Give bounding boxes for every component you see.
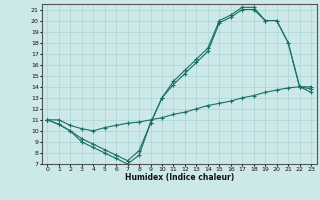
X-axis label: Humidex (Indice chaleur): Humidex (Indice chaleur): [124, 173, 234, 182]
